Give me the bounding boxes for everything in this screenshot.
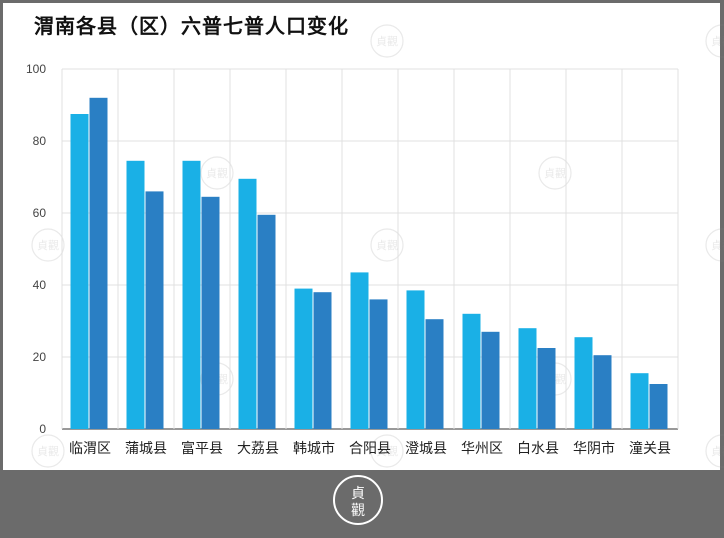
- bar: [238, 178, 257, 429]
- seal-logo-icon: 貞 觀: [333, 475, 383, 525]
- x-tick-label: 潼关县: [629, 440, 671, 457]
- watermark-seal: 貞觀: [31, 434, 65, 468]
- bar: [425, 319, 444, 429]
- watermark-seal: 貞觀: [705, 434, 724, 468]
- watermark-seal: 貞觀: [200, 156, 234, 190]
- bar: [518, 328, 537, 429]
- bar: [593, 355, 612, 429]
- watermark-seal: 貞觀: [31, 228, 65, 262]
- x-tick-labels: 临渭区 蒲城县 富平县 大荔县 韩城市 合阳县 澄城县 华州区 白水县 华阴市 潼关县: [69, 440, 671, 457]
- x-tick-label: 大荔县: [237, 441, 279, 457]
- watermark-seal: 貞觀: [370, 228, 404, 262]
- bar: [574, 337, 593, 429]
- x-tick-label: 蒲城县: [125, 441, 167, 457]
- bar: [649, 384, 668, 429]
- bar: [70, 114, 89, 429]
- watermark-seal: 貞觀: [370, 24, 404, 58]
- y-tick-label: 60: [33, 206, 47, 220]
- y-tick-label: 80: [33, 134, 47, 148]
- bar: [257, 214, 276, 429]
- bar: [89, 97, 108, 430]
- y-tick-label: 20: [33, 350, 47, 364]
- bar: [201, 196, 220, 429]
- bar: [182, 160, 201, 430]
- y-tick-label: 40: [33, 278, 47, 292]
- bar: [406, 290, 425, 429]
- bar: [369, 299, 388, 429]
- svg-text:貞觀: 貞觀: [711, 35, 724, 48]
- svg-text:貞觀: 貞觀: [711, 445, 724, 458]
- watermark-seal: 貞觀: [538, 156, 572, 190]
- bar: [294, 288, 313, 429]
- bar: [350, 272, 369, 429]
- svg-text:貞觀: 貞觀: [206, 167, 228, 180]
- svg-text:貞觀: 貞觀: [711, 239, 724, 252]
- svg-text:貞觀: 貞觀: [37, 445, 59, 458]
- x-tick-label: 富平县: [181, 440, 223, 457]
- bar: [313, 292, 332, 429]
- watermark-layer: 貞觀貞觀貞觀貞觀貞觀貞觀貞觀貞觀貞觀貞觀貞觀貞觀: [31, 24, 724, 468]
- bar: [126, 160, 145, 430]
- x-tick-label: 白水县: [517, 441, 559, 457]
- bar: [481, 331, 500, 429]
- y-tick-labels: 0 20 40 60 80 100: [26, 62, 46, 436]
- watermark-seal: 貞觀: [705, 24, 724, 58]
- x-tick-label: 临渭区: [69, 441, 111, 457]
- svg-text:貞觀: 貞觀: [37, 239, 59, 252]
- svg-text:貞觀: 貞觀: [376, 35, 398, 48]
- bar: [537, 348, 556, 429]
- bar: [145, 191, 164, 429]
- svg-text:貞觀: 貞觀: [376, 239, 398, 252]
- y-tick-label: 0: [39, 422, 46, 436]
- bar: [462, 313, 481, 429]
- x-tick-label: 澄城县: [405, 441, 447, 457]
- chart-title: 渭南各县（区）六普七普人口变化: [34, 14, 349, 38]
- x-tick-label: 韩城市: [293, 440, 335, 457]
- x-tick-label: 华阴市: [573, 440, 615, 457]
- watermark-seal: 貞觀: [370, 434, 404, 468]
- x-tick-label: 合阳县: [349, 441, 391, 457]
- bars: [70, 97, 668, 430]
- svg-text:貞: 貞: [351, 486, 365, 502]
- watermark-seal: 貞觀: [705, 228, 724, 262]
- x-tick-label: 华州区: [461, 441, 503, 457]
- svg-text:貞觀: 貞觀: [544, 167, 566, 180]
- bar: [630, 373, 649, 429]
- svg-text:觀: 觀: [351, 503, 365, 519]
- svg-text:貞觀: 貞觀: [376, 445, 398, 458]
- y-tick-label: 100: [26, 62, 46, 76]
